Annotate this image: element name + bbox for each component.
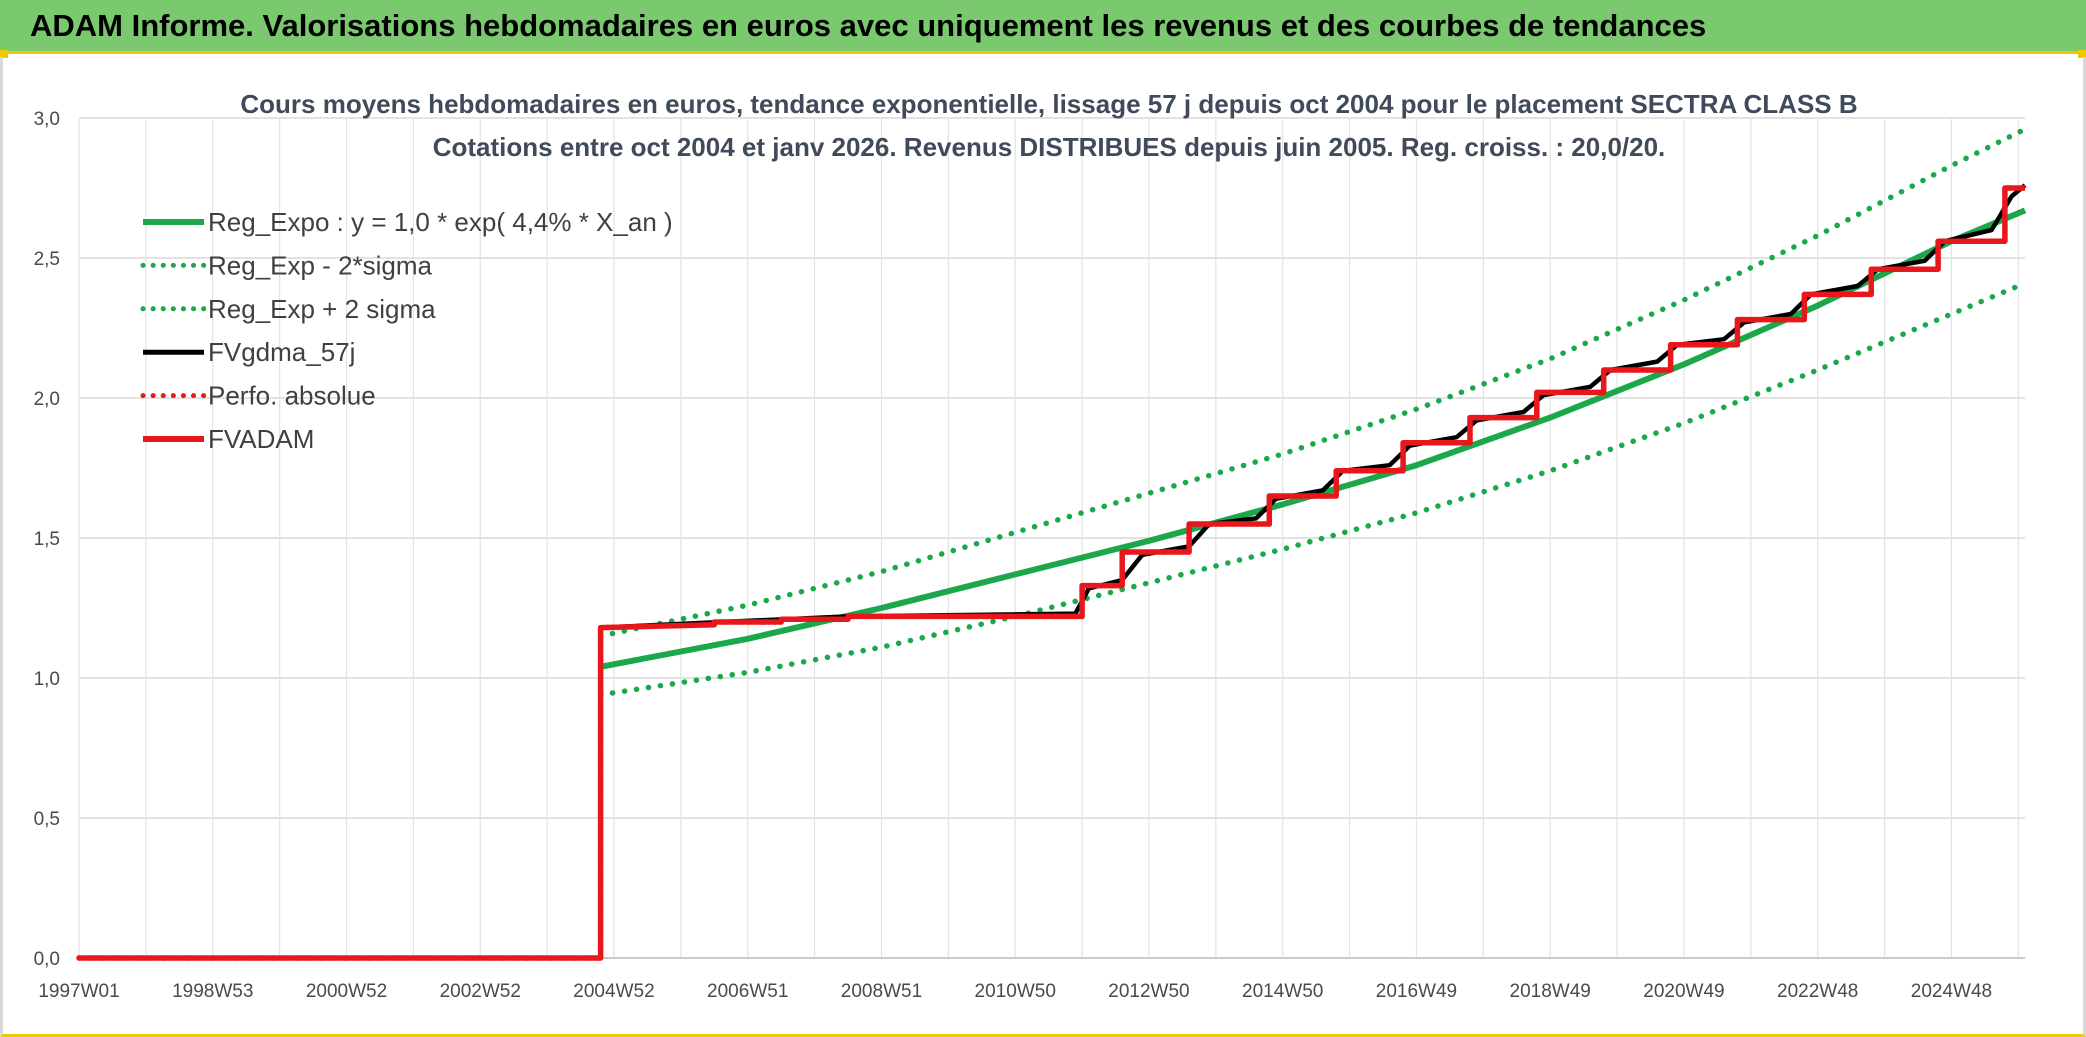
x-tick-label: 2012W50 (1108, 981, 1189, 1002)
x-tick-label: 2016W49 (1376, 981, 1457, 1002)
chart-title: Cours moyens hebdomadaires en euros, ten… (240, 89, 1857, 119)
series-line-5 (79, 185, 2025, 961)
report-title: ADAM Informe. Valorisations hebdomadaire… (30, 8, 1707, 43)
x-tick-label: 2002W52 (440, 981, 521, 1002)
legend-label: Perfo. absolue (208, 381, 376, 411)
chart-subtitle: Cotations entre oct 2004 et janv 2026. R… (433, 132, 1666, 162)
x-tick-label: 2004W52 (573, 981, 654, 1002)
x-tick-label: 2006W51 (707, 981, 788, 1002)
legend-label: Reg_Exp - 2*sigma (208, 250, 433, 280)
legend: Reg_Expo : y = 1,0 * exp( 4,4% * X_an ) R… (140, 207, 673, 454)
legend-label: Reg_Expo : y = 1,0 * exp( 4,4% * X_an ) (208, 207, 673, 237)
y-tick-label: 0,0 (34, 949, 60, 970)
legend-label: Reg_Exp + 2 sigma (208, 294, 436, 324)
x-tick-label: 2014W50 (1242, 981, 1323, 1002)
x-tick-label: 2010W50 (975, 981, 1056, 1002)
y-tick-label: 2,5 (34, 249, 60, 270)
x-tick-label: 2022W48 (1777, 981, 1858, 1002)
corner-mark-left (0, 50, 8, 58)
report-banner: ADAM Informe. Valorisations hebdomadaire… (0, 0, 2086, 54)
legend-label: FVADAM (208, 424, 314, 454)
y-tick-label: 1,5 (34, 529, 60, 550)
y-tick-label: 1,0 (34, 669, 60, 690)
x-tick-label: 2018W49 (1510, 981, 1591, 1002)
chart-frame (0, 57, 2086, 1037)
grid-lines (78, 117, 2025, 959)
x-tick-label: 2008W51 (841, 981, 922, 1002)
y-tick-label: 3,0 (34, 109, 60, 130)
y-tick-label: 2,0 (34, 389, 60, 410)
x-tick-label: 1997W01 (38, 981, 119, 1002)
y-tick-label: 0,5 (34, 809, 60, 830)
legend-label: FVgdma_57j (208, 337, 355, 367)
x-tick-label: 2020W49 (1643, 981, 1724, 1002)
x-tick-label: 2000W52 (306, 981, 387, 1002)
axis-ticks: 0,0 0,5 1,0 1,5 2,0 2,5 3,0 1997W01 1998W53 2000W… (34, 109, 1993, 1002)
series-layer (76, 126, 2028, 961)
corner-mark-right (2078, 50, 2086, 58)
x-tick-label: 2024W48 (1911, 981, 1992, 1002)
series-line-2 (597, 126, 2028, 639)
x-tick-label: 1998W53 (172, 981, 253, 1002)
